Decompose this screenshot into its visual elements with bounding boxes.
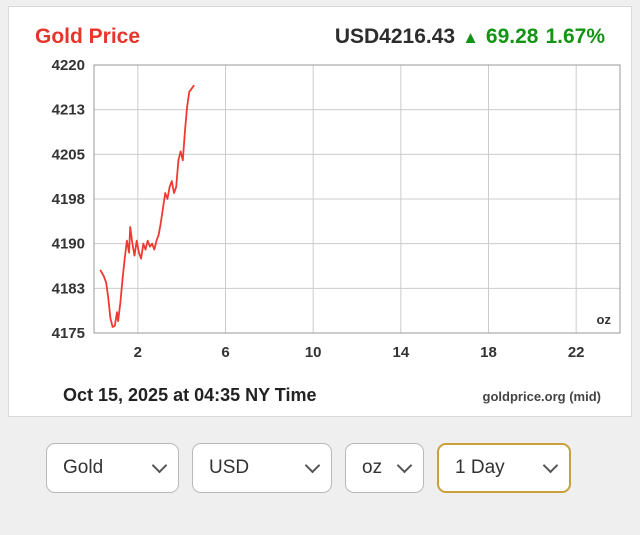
x-tick-label: 6 xyxy=(221,344,229,361)
price-value: USD4216.43 xyxy=(334,25,456,48)
currency-select-value: USD xyxy=(209,457,250,478)
x-tick-label: 2 xyxy=(134,344,142,361)
chart-footer: Oct 15, 2025 at 04:35 NY Time goldprice.… xyxy=(9,385,631,406)
price-line xyxy=(99,84,195,328)
page: Gold Price USD4216.43 ▲ 69.28 1.67% 4175… xyxy=(0,6,640,493)
currency-select[interactable]: USD xyxy=(192,443,332,493)
x-tick-label: 22 xyxy=(568,344,585,361)
gold-price-card: Gold Price USD4216.43 ▲ 69.28 1.67% 4175… xyxy=(8,6,632,417)
metal-select-value: Gold xyxy=(63,457,104,478)
x-tick-label: 18 xyxy=(480,344,497,361)
y-tick-label: 4183 xyxy=(52,280,85,297)
y-tick-label: 4190 xyxy=(52,236,85,253)
chart-title: Gold Price xyxy=(35,25,141,48)
up-arrow-icon: ▲ xyxy=(462,28,479,47)
price-group: USD4216.43 ▲ 69.28 1.67% xyxy=(335,25,605,49)
y-tick-label: 4198 xyxy=(52,191,85,208)
y-tick-label: 4205 xyxy=(52,146,85,163)
chevron-down-icon xyxy=(304,457,321,474)
chevron-down-icon xyxy=(151,457,168,474)
x-tick-label: 10 xyxy=(305,344,322,361)
controls-bar: Gold USD oz 1 Day xyxy=(0,417,640,493)
price-change: 69.28 xyxy=(485,25,539,48)
y-tick-label: 4213 xyxy=(52,102,85,119)
y-tick-label: 4175 xyxy=(52,325,85,342)
chevron-down-icon xyxy=(542,457,559,474)
x-tick-label: 14 xyxy=(392,344,409,361)
plot-border xyxy=(93,64,621,334)
y-tick-label: 4220 xyxy=(52,57,85,74)
price-chart: 4175 4183 4190 4198 4205 4213 4220 2 6 10 14 18 22 oz xyxy=(52,57,621,361)
unit-select[interactable]: oz xyxy=(345,443,424,493)
unit-label: oz xyxy=(597,312,612,327)
price-change-percent: 1.67% xyxy=(545,25,605,48)
unit-select-value: oz xyxy=(362,457,383,478)
chevron-down-icon xyxy=(396,457,413,474)
timestamp: Oct 15, 2025 at 04:35 NY Time xyxy=(63,385,317,405)
chart-header: Gold Price USD4216.43 ▲ 69.28 1.67% xyxy=(9,17,631,55)
period-select-value: 1 Day xyxy=(455,457,505,478)
period-select[interactable]: 1 Day xyxy=(437,443,571,493)
source-label: goldprice.org (mid) xyxy=(482,389,601,404)
metal-select[interactable]: Gold xyxy=(46,443,179,493)
